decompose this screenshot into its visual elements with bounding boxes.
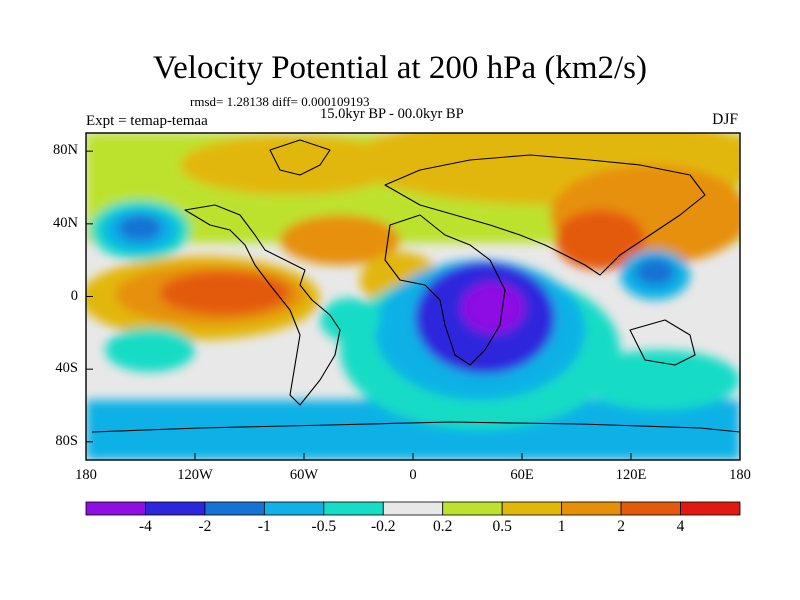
lat-tick-label: 0 (70, 287, 78, 304)
lon-tick-label: 180 (75, 467, 97, 483)
lon-tick-label: 120W (177, 467, 213, 483)
colorbar-label: 0.5 (492, 518, 512, 535)
season-label: DJF (712, 111, 738, 128)
colorbar (85, 501, 741, 516)
plot-title: Velocity Potential at 200 hPa (km2/s) (152, 50, 648, 86)
colorbar-box (85, 501, 146, 516)
colorbar-box (145, 501, 206, 516)
period-line: 15.0kyr BP - 00.0kyr BP (320, 106, 464, 122)
colorbar-box (382, 501, 444, 516)
lon-tick-label: 120E (615, 467, 647, 483)
lat-tick-label: 80N (53, 142, 78, 159)
colorbar-box (561, 501, 622, 516)
colorbar-box (263, 501, 325, 516)
lon-tick-label: 0 (409, 467, 417, 483)
experiment-label: Expt = temap-temaa (86, 113, 208, 129)
colorbar-box (204, 501, 265, 516)
stats-line: rmsd= 1.28138 diff= 0.000109193 (190, 94, 370, 109)
colorbar-box (323, 501, 384, 516)
colorbar-label: 0.2 (433, 518, 453, 535)
axis-ticks (85, 150, 741, 460)
colorbar-label: -0.5 (311, 518, 337, 535)
lon-tick-label: 180 (729, 467, 751, 483)
colorbar-label: -1 (257, 518, 271, 535)
lat-tick-label: 40N (53, 214, 78, 231)
colorbar-box (620, 501, 681, 516)
colorbar-label: -0.2 (370, 518, 396, 535)
colorbar-label: 4 (676, 518, 685, 535)
colorbar-label: -4 (138, 518, 152, 535)
lat-tick-label: 40S (55, 360, 78, 377)
colorbar-label: -2 (198, 518, 212, 535)
colorbar-label: 2 (617, 518, 625, 535)
colorbar-label: 1 (557, 518, 566, 535)
colorbar-box (442, 501, 503, 516)
lon-tick-label: 60E (510, 467, 534, 483)
contour-field (86, 133, 740, 460)
lat-tick-label: 80S (55, 432, 78, 449)
lon-tick-label: 60W (289, 467, 319, 483)
colorbar-box (680, 501, 741, 516)
colorbar-box (501, 501, 563, 516)
coastlines (91, 139, 740, 433)
